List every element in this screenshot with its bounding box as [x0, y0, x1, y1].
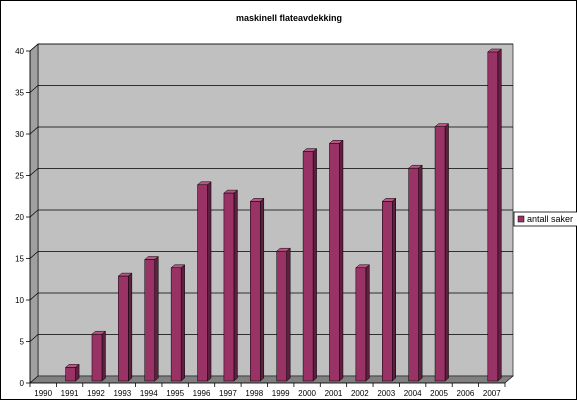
gridline-side	[29, 85, 39, 93]
y-tick-label: 25	[15, 172, 24, 181]
y-tick-label: 20	[15, 213, 24, 222]
bar-side	[392, 197, 396, 382]
legend-swatch	[517, 215, 525, 223]
y-tick-label: 35	[15, 89, 24, 98]
legend: antall saker	[513, 211, 577, 227]
bar	[65, 367, 76, 382]
gridline-side	[29, 251, 39, 259]
plot-area: 0 5 10 15 20 25 30 35 40 1990 1991 1992 1993 1994 1995…	[15, 43, 514, 398]
x-tick-label: 2001	[325, 389, 343, 398]
x-tick-label: 2003	[377, 389, 395, 398]
bar	[250, 201, 261, 382]
x-tick-label: 1997	[219, 389, 237, 398]
bar-side	[312, 148, 317, 382]
gridline-side	[29, 334, 39, 342]
bar-side	[418, 164, 423, 382]
x-tick-label: 2004	[404, 389, 422, 398]
y-tick-label: 40	[15, 47, 24, 56]
bar	[382, 201, 393, 382]
bar	[144, 259, 155, 382]
x-tick-label: 1993	[113, 389, 131, 398]
bar	[276, 250, 287, 382]
bar-side	[497, 48, 502, 382]
bar-side	[233, 189, 238, 382]
bar-side	[286, 247, 291, 382]
y-tick-label: 30	[15, 130, 24, 139]
y-tick-label: 10	[15, 296, 24, 305]
y-tick-label: 0	[20, 379, 25, 388]
x-tick-label: 2006	[457, 389, 475, 398]
x-tick-label: 1995	[166, 389, 184, 398]
bar-side	[154, 255, 159, 382]
bar	[91, 333, 103, 382]
x-tick-label: 1994	[140, 389, 158, 398]
gridline-side	[29, 168, 39, 176]
x-tick-label: 2002	[351, 389, 369, 398]
bar	[223, 192, 235, 382]
gridline-side	[29, 43, 39, 52]
bar-side	[180, 264, 185, 382]
x-tick-label: 1998	[245, 389, 263, 398]
bar	[355, 267, 367, 382]
gridline-side	[29, 292, 39, 301]
bar	[302, 151, 314, 382]
x-tick-label: 1996	[193, 389, 211, 398]
y-tick-label: 15	[15, 255, 24, 264]
x-tick-label: 1991	[61, 389, 79, 398]
bar-side	[260, 197, 265, 382]
x-tick-label: 1999	[272, 389, 290, 398]
bar-side	[444, 123, 449, 382]
bar-side	[101, 330, 106, 382]
chart-title: maskinell flateavdekking	[236, 13, 342, 23]
bar	[434, 126, 446, 382]
bar-side	[207, 181, 212, 382]
legend-box	[513, 211, 577, 227]
bar-side	[339, 139, 344, 382]
bar-side	[128, 272, 133, 382]
bar-side	[365, 264, 370, 382]
bar	[197, 184, 208, 382]
bar	[118, 275, 129, 382]
gridline-side	[29, 209, 39, 218]
gridline-side	[29, 126, 39, 135]
y-tick-label: 5	[20, 338, 25, 347]
x-tick-label: 1990	[34, 389, 52, 398]
bar	[170, 267, 182, 382]
x-tick-label: 2007	[483, 389, 501, 398]
bar	[487, 51, 499, 382]
x-tick-label: 1992	[87, 389, 105, 398]
x-tick-label: 2005	[430, 389, 448, 398]
x-tick-label: 2000	[298, 389, 316, 398]
legend-label: antall saker	[527, 214, 573, 224]
bar	[408, 167, 419, 382]
bar	[329, 143, 340, 382]
